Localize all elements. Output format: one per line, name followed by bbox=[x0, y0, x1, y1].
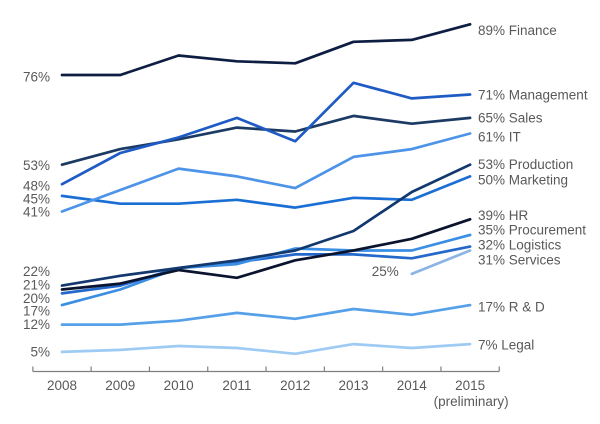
end-label-r-and-d: 17% R & D bbox=[478, 300, 545, 315]
start-label-legal: 5% bbox=[30, 344, 50, 359]
x-axis-label-2008: 2008 bbox=[47, 378, 77, 393]
series-line-management bbox=[60, 81, 472, 186]
end-label-finance: 89% Finance bbox=[478, 23, 557, 38]
start-label-procurement: 17% bbox=[23, 304, 50, 319]
x-axis-label-2009: 2009 bbox=[105, 378, 135, 393]
start-label-hr: 21% bbox=[23, 278, 50, 293]
end-label-services: 31% Services bbox=[478, 253, 561, 268]
series-line-legal bbox=[60, 342, 472, 356]
series-line-finance bbox=[60, 22, 472, 77]
x-axis-label-2013: 2013 bbox=[338, 378, 368, 393]
x-axis-note: (preliminary) bbox=[434, 394, 509, 409]
series-line-services bbox=[410, 249, 472, 276]
start-label-logistics: 20% bbox=[23, 291, 50, 306]
series-line-production bbox=[60, 163, 472, 287]
series-line-r-and-d bbox=[60, 303, 472, 326]
start-label-finance: 76% bbox=[23, 70, 50, 85]
end-label-sales: 65% Sales bbox=[478, 110, 543, 125]
start-label-marketing: 45% bbox=[23, 191, 50, 206]
series-line-hr bbox=[60, 217, 472, 291]
end-label-logistics: 32% Logistics bbox=[478, 238, 562, 253]
end-label-marketing: 50% Marketing bbox=[478, 172, 568, 187]
series-line-sales bbox=[60, 114, 472, 167]
end-label-procurement: 35% Procurement bbox=[478, 222, 586, 237]
x-axis-label-2012: 2012 bbox=[280, 378, 310, 393]
start-label-sales: 53% bbox=[23, 158, 50, 173]
start-label-production: 22% bbox=[23, 264, 50, 279]
end-label-hr: 39% HR bbox=[478, 208, 529, 223]
x-axis-label-2014: 2014 bbox=[397, 378, 428, 393]
start-label-management: 48% bbox=[23, 179, 50, 194]
x-axis-label-2010: 2010 bbox=[164, 378, 194, 393]
start-label-r-and-d: 12% bbox=[23, 317, 50, 332]
end-label-management: 71% Management bbox=[478, 88, 588, 103]
end-label-legal: 7% Legal bbox=[478, 338, 534, 353]
start-label-it: 41% bbox=[23, 205, 50, 220]
end-label-it: 61% IT bbox=[478, 130, 521, 145]
end-label-production: 53% Production bbox=[478, 157, 573, 172]
x-axis-label-2011: 2011 bbox=[222, 378, 251, 393]
series-line-it bbox=[60, 132, 472, 213]
x-axis-label-2015: 2015 bbox=[455, 378, 485, 393]
annotation-label: 25% bbox=[372, 264, 399, 279]
